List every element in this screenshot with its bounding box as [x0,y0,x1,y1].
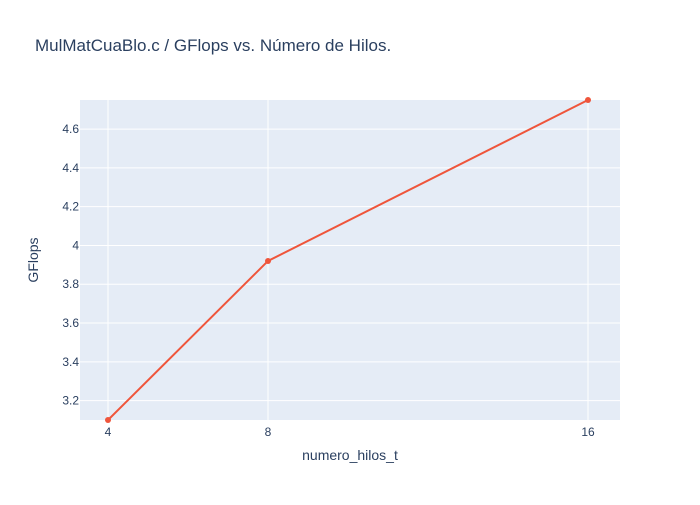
y-tick-label: 3.2 [62,394,79,408]
data-point[interactable] [265,257,271,264]
y-tick-label: 4.4 [62,161,79,175]
data-point[interactable] [105,417,111,423]
series-layer [105,97,591,423]
data-point[interactable] [585,97,591,103]
y-tick-label: 3.6 [62,316,79,330]
chart-title: MulMatCuaBlo.c / GFlops vs. Número de Hi… [35,36,391,55]
y-tick-label: 3.8 [62,277,79,291]
plot-area [80,100,620,420]
x-tick-label: 4 [105,425,112,439]
y-gridlines [80,128,620,402]
y-tick-label: 4.6 [62,122,79,136]
y-tick-label: 4 [72,238,79,252]
x-tick-label: 8 [265,425,272,439]
x-axis-title: numero_hilos_t [302,447,398,463]
x-tick-labels: 4 8 16 [105,425,595,439]
y-tick-label: 4.2 [62,200,79,214]
y-axis-title: GFlops [25,237,41,282]
x-tick-label: 16 [581,425,595,439]
y-tick-labels: 3.2 3.4 3.6 3.8 4 4.2 4.4 4.6 [62,122,79,408]
y-tick-label: 3.4 [62,355,79,369]
